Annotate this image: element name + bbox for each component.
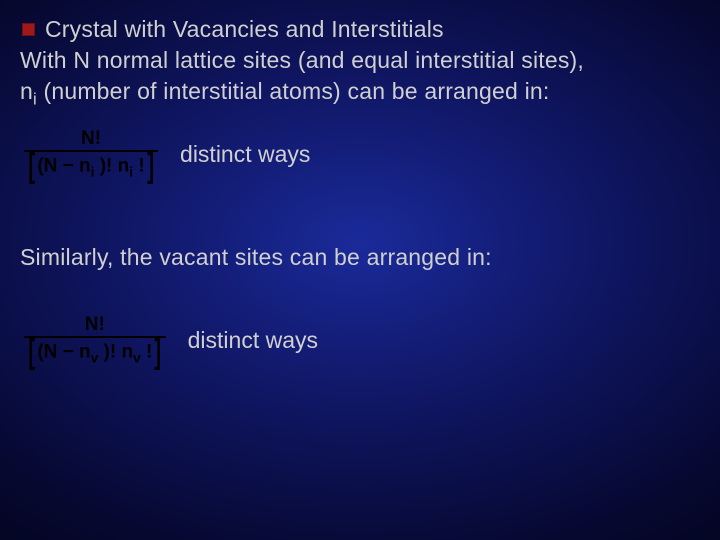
label-1: distinct ways xyxy=(180,141,310,168)
formula2-numerator: N! xyxy=(24,315,166,336)
f2-den-right: ! xyxy=(141,342,153,363)
spacer-2 xyxy=(20,273,700,293)
formula2-denominator: [(N − nv )! nv !] xyxy=(24,336,166,366)
right-bracket-icon: ] xyxy=(155,339,162,366)
fraction-1: N! [(N − ni )! ni !] xyxy=(24,129,158,180)
f1-den-mid: )! n xyxy=(94,156,129,177)
body-line-4: Similarly, the vacant sites can be arran… xyxy=(20,242,700,273)
fraction-2: N! [(N − nv )! nv !] xyxy=(24,315,166,366)
body-line-2: With N normal lattice sites (and equal i… xyxy=(20,45,700,76)
f1-den-left: (N − n xyxy=(37,156,90,177)
label-2: distinct ways xyxy=(188,327,318,354)
f2-den-sub2: v xyxy=(133,351,141,366)
formula-2-row: N! [(N − nv )! nv !] distinct ways xyxy=(24,315,700,366)
title-row: Crystal with Vacancies and Interstitials xyxy=(20,14,700,45)
left-bracket-icon: [ xyxy=(28,153,35,180)
line3-post: (number of interstitial atoms) can be ar… xyxy=(37,78,550,104)
slide-content: Crystal with Vacancies and Interstitials… xyxy=(0,0,720,386)
formula1-numerator: N! xyxy=(24,129,158,150)
line3-pre: n xyxy=(20,78,33,104)
formula-1-row: N! [(N − ni )! ni !] distinct ways xyxy=(24,129,700,180)
formula-2: N! [(N − nv )! nv !] xyxy=(24,315,166,366)
f2-den-left: (N − n xyxy=(37,342,90,363)
right-bracket-icon: ] xyxy=(147,153,154,180)
f1-den-right: ! xyxy=(133,156,145,177)
formula-1: N! [(N − ni )! ni !] xyxy=(24,129,158,180)
formula1-denominator: [(N − ni )! ni !] xyxy=(24,150,158,180)
title-text: Crystal with Vacancies and Interstitials xyxy=(45,14,444,45)
f2-den-mid: )! n xyxy=(98,342,133,363)
body-line-3: ni (number of interstitial atoms) can be… xyxy=(20,76,700,107)
spacer-1 xyxy=(20,180,700,242)
left-bracket-icon: [ xyxy=(28,339,35,366)
bullet-square-icon xyxy=(22,23,35,36)
